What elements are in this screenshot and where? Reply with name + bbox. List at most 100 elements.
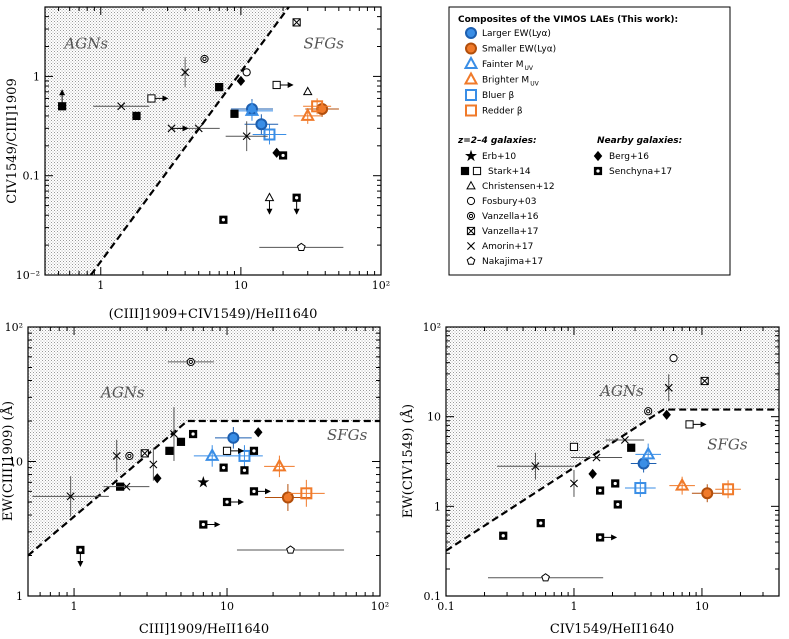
stark14-point	[272, 80, 294, 90]
x-tick-label: 10	[220, 600, 234, 613]
x-tick-label: 10	[695, 600, 709, 613]
stark14-filled-point	[58, 89, 67, 111]
y-tick-label: 10²	[5, 321, 23, 334]
berg16-point	[236, 75, 246, 87]
fainter-muv-point	[635, 443, 661, 466]
legend-label: Erb+10	[482, 152, 516, 162]
region-label-agns: AGNs	[99, 383, 145, 401]
legend-entry: Bluer β	[465, 89, 514, 101]
fosbury03-point	[242, 68, 251, 77]
smaller-ew-point	[264, 484, 311, 511]
amorin17-point	[93, 102, 150, 111]
redder-beta-point	[287, 479, 325, 507]
legend: Composites of the VIMOS LAEs (This work)…	[448, 6, 731, 276]
amorin17-point	[570, 453, 623, 462]
legend-label: Vanzella+16	[482, 212, 539, 222]
berg16-point	[662, 409, 671, 420]
y-tick-label: 1	[33, 70, 40, 83]
region-label-sfgs: SFGs	[327, 426, 368, 444]
stark14-point	[685, 420, 707, 429]
berg16-point	[272, 147, 281, 158]
brighter-muv-point	[264, 455, 295, 478]
y-axis-title: CIV1549/CIII]1909	[5, 78, 20, 203]
legend-entry: Christensen+12	[466, 180, 555, 192]
y-tick-label: 10²	[423, 321, 441, 334]
erb10-point	[197, 476, 210, 488]
amorin17-point	[32, 476, 109, 517]
legend-label: Christensen+12	[482, 182, 555, 192]
stark14-filled-point	[176, 437, 186, 446]
legend-entry: Nakajima+17	[466, 256, 543, 267]
smaller-ew-point	[691, 484, 723, 503]
vanzella16-point	[644, 407, 653, 416]
vanzella17-point	[140, 449, 149, 458]
senchyna17-point	[219, 215, 228, 224]
x-tick-label: 1	[97, 279, 104, 292]
x-tick-label: 0.1	[437, 600, 455, 613]
senchyna17-point	[188, 429, 198, 439]
senchyna17-point	[199, 520, 221, 529]
amorin17-point	[569, 469, 578, 497]
stark14-filled-point	[230, 109, 239, 118]
legend-title: Composites of the VIMOS LAEs (This work)…	[458, 15, 678, 25]
legend-label: Bluer β	[482, 91, 514, 101]
nakajima17-point	[259, 242, 344, 252]
x-tick-label: 10	[234, 279, 248, 292]
senchyna17-point	[249, 487, 271, 496]
vanzella17-point	[700, 376, 709, 386]
larger-ew-point	[215, 427, 252, 449]
senchyna17-point	[278, 151, 288, 160]
legend-label: Fainter M	[482, 60, 523, 70]
x-axis-title: (CIII]1909+CIV1549)/HeII1640	[109, 307, 318, 322]
berg16-point	[588, 468, 597, 479]
x-axis-title: CIV1549/HeII1640	[550, 622, 674, 637]
y-axis-title: EW(CIII]1909) (Å)	[0, 401, 16, 521]
senchyna17-point	[536, 519, 545, 528]
y-tick-label: 0.1	[424, 590, 442, 603]
bluer-beta-point	[624, 479, 656, 497]
legend-entry: Vanzella+17	[466, 226, 538, 237]
legend-label: Amorin+17	[482, 242, 533, 252]
legend-entry: Larger EW(Lyα)	[465, 27, 551, 39]
legend-section-nearby: Nearby galaxies:	[597, 136, 682, 146]
axis-ticks	[44, 6, 382, 276]
y-tick-label: 10⁻²	[16, 269, 40, 282]
legend-subscript: UV	[524, 65, 533, 72]
vanzella16-point	[167, 357, 214, 367]
senchyna17-point	[249, 446, 259, 455]
legend-label: Smaller EW(Lyα)	[482, 45, 556, 55]
brighter-muv-point	[293, 107, 322, 124]
y-tick-label: 10	[427, 411, 441, 424]
amorin17-point	[149, 448, 158, 481]
senchyna17-point	[76, 545, 85, 567]
amorin17-point	[664, 374, 673, 402]
vanzella16-point	[125, 451, 134, 461]
legend-entry: Fainter M UV	[463, 55, 534, 72]
y-tick-label: 1	[434, 500, 441, 513]
legend-subscript: UV	[530, 81, 539, 88]
amorin17-point	[497, 452, 574, 480]
legend-label: Larger EW(Lyα)	[482, 29, 551, 39]
region-label-sfgs: SFGs	[304, 35, 345, 53]
amorin17-point	[169, 407, 178, 461]
x-tick-label: 10²	[372, 279, 390, 292]
legend-entry: Smaller EW(Lyα)	[465, 42, 556, 55]
agn-shaded-region	[446, 327, 779, 551]
christensen12-point	[264, 192, 275, 215]
berg16-point	[153, 473, 162, 484]
agn-shaded-region	[28, 327, 380, 556]
chart-panel-civ-ciii: AGNs SFGs 1 10 10² 10⁻² 0.1 1 (CIII]1909+CIV154…	[5, 6, 390, 322]
stark14-point	[147, 94, 169, 103]
senchyna17-point	[219, 463, 228, 472]
x-tick-label: 10²	[371, 600, 389, 613]
legend-section-highz: z=2–4 galaxies:	[457, 136, 537, 146]
redder-beta-point	[715, 480, 741, 499]
senchyna17-point	[611, 479, 620, 488]
legend-entry: Amorin+17	[467, 242, 533, 252]
y-tick-label: 0.1	[23, 170, 41, 183]
y-tick-label: 10	[9, 456, 23, 469]
y-axis-title: EW(CIV1549) (Å)	[400, 404, 416, 518]
legend-entry: Senchyna+17	[593, 166, 672, 177]
